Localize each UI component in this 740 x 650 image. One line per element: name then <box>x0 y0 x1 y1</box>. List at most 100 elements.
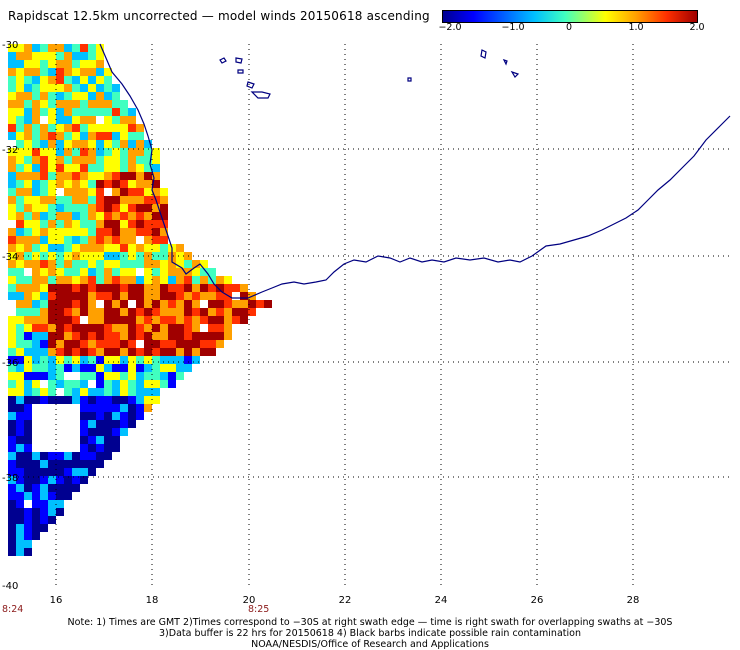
swath-cell <box>64 468 72 476</box>
swath-cell <box>88 84 96 92</box>
swath-cell <box>160 300 168 308</box>
swath-cell <box>8 460 16 468</box>
swath-cell <box>32 244 40 252</box>
swath-cell <box>80 156 88 164</box>
swath-cell <box>8 196 16 204</box>
swath-cell <box>80 332 88 340</box>
swath-cell <box>88 180 96 188</box>
swath-cell <box>8 524 16 532</box>
swath-cell <box>104 100 112 108</box>
colorbar-label-zero: 0 <box>565 22 573 33</box>
swath-cell <box>16 260 24 268</box>
swath-cell <box>80 284 88 292</box>
swath-cell <box>96 356 104 364</box>
swath-cell <box>8 124 16 132</box>
swath-cell <box>240 316 248 324</box>
swath-cell <box>64 228 72 236</box>
swath-cell <box>40 44 48 52</box>
swath-cell <box>152 180 160 188</box>
swath-cell <box>80 100 88 108</box>
swath-cell <box>104 148 112 156</box>
swath-cell <box>64 356 72 364</box>
swath-cell <box>120 332 128 340</box>
swath-cell <box>216 292 224 300</box>
swath-cell <box>120 380 128 388</box>
swath-cell <box>32 516 40 524</box>
swath-cell <box>16 340 24 348</box>
swath-cell <box>64 268 72 276</box>
swath-cell <box>80 404 88 412</box>
swath-cell <box>160 380 168 388</box>
swath-cell <box>64 324 72 332</box>
swath-cell <box>192 324 200 332</box>
swath-cell <box>96 308 104 316</box>
swath-cell <box>8 340 16 348</box>
swath-cell <box>40 92 48 100</box>
swath-cell <box>80 276 88 284</box>
swath-cell <box>88 364 96 372</box>
swath-cell <box>48 212 56 220</box>
swath-cell <box>24 44 32 52</box>
swath-cell <box>104 236 112 244</box>
swath-cell <box>160 196 168 204</box>
swath-cell <box>120 140 128 148</box>
swath-cell <box>24 324 32 332</box>
swath-cell <box>152 316 160 324</box>
swath-cell <box>24 68 32 76</box>
swath-cell <box>128 388 136 396</box>
swath-cell <box>16 252 24 260</box>
swath-cell <box>32 92 40 100</box>
swath-cell <box>160 276 168 284</box>
time-label-right: 8:25 <box>248 604 269 615</box>
swath-cell <box>56 276 64 284</box>
swath-cell <box>104 220 112 228</box>
swath-cell <box>32 476 40 484</box>
swath-cell <box>144 348 152 356</box>
swath-cell <box>56 372 64 380</box>
swath-cell <box>32 124 40 132</box>
swath-cell <box>192 276 200 284</box>
swath-cell <box>24 492 32 500</box>
swath-cell <box>136 388 144 396</box>
swath-cell <box>32 468 40 476</box>
swath-cell <box>8 452 16 460</box>
swath-cell <box>200 284 208 292</box>
swath-cell <box>40 156 48 164</box>
swath-cell <box>104 172 112 180</box>
swath-cell <box>40 196 48 204</box>
swath-cell <box>120 364 128 372</box>
swath-cell <box>48 164 56 172</box>
swath-cell <box>216 300 224 308</box>
swath-cell <box>72 156 80 164</box>
swath-cell <box>32 284 40 292</box>
swath-cell <box>40 220 48 228</box>
swath-cell <box>96 436 104 444</box>
swath-cell <box>16 124 24 132</box>
swath-cell <box>96 212 104 220</box>
swath-cell <box>88 252 96 260</box>
swath-cell <box>80 268 88 276</box>
swath-cell <box>120 180 128 188</box>
swath-cell <box>72 484 80 492</box>
swath-cell <box>160 292 168 300</box>
chart-title: Rapidscat 12.5km uncorrected — model win… <box>8 9 430 23</box>
swath-cell <box>64 124 72 132</box>
swath-cell <box>80 68 88 76</box>
swath-cell <box>200 308 208 316</box>
swath-cell <box>104 324 112 332</box>
swath-cell <box>8 204 16 212</box>
swath-cell <box>144 300 152 308</box>
swath-cell <box>120 300 128 308</box>
swath-cell <box>56 332 64 340</box>
swath-cell <box>64 292 72 300</box>
swath-cell <box>24 444 32 452</box>
swath-cell <box>16 420 24 428</box>
swath-cell <box>24 420 32 428</box>
swath-cell <box>136 132 144 140</box>
swath-cell <box>112 204 120 212</box>
swath-cell <box>112 276 120 284</box>
swath-cell <box>208 268 216 276</box>
swath-cell <box>152 332 160 340</box>
swath-cell <box>168 356 176 364</box>
swath-cell <box>32 68 40 76</box>
